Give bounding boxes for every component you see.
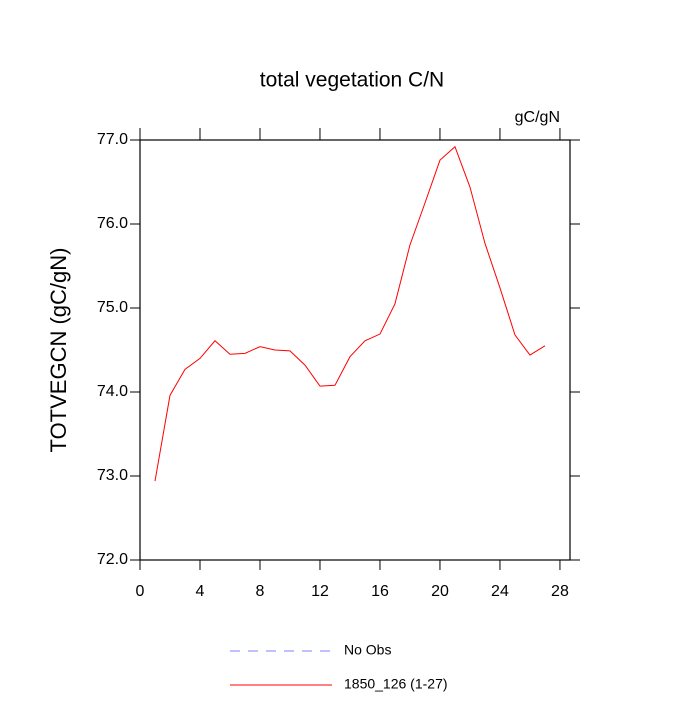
legend-label: 1850_126 (1-27)	[344, 676, 448, 692]
series-line	[154, 145, 546, 482]
x-tick-label: 4	[196, 583, 205, 600]
y-tick-label: 75.0	[97, 299, 128, 316]
x-tick-label: 28	[551, 583, 569, 600]
units-label: gC/gN	[515, 109, 560, 126]
y-tick-label: 77.0	[97, 131, 128, 148]
y-tick-label: 72.0	[97, 551, 128, 568]
x-tick-label: 12	[311, 583, 329, 600]
x-tick-label: 16	[371, 583, 389, 600]
x-tick-label: 20	[431, 583, 449, 600]
x-tick-label: 0	[136, 583, 145, 600]
plot-frame	[139, 139, 571, 561]
y-tick-label: 76.0	[97, 215, 128, 232]
y-axis-label: TOTVEGCN (gC/gN)	[46, 248, 71, 453]
legend-label: No Obs	[344, 642, 391, 658]
chart-title: total vegetation C/N	[260, 69, 444, 92]
y-tick-label: 73.0	[97, 467, 128, 484]
x-tick-label: 8	[256, 583, 265, 600]
x-tick-label: 24	[491, 583, 509, 600]
y-tick-label: 74.0	[97, 383, 128, 400]
